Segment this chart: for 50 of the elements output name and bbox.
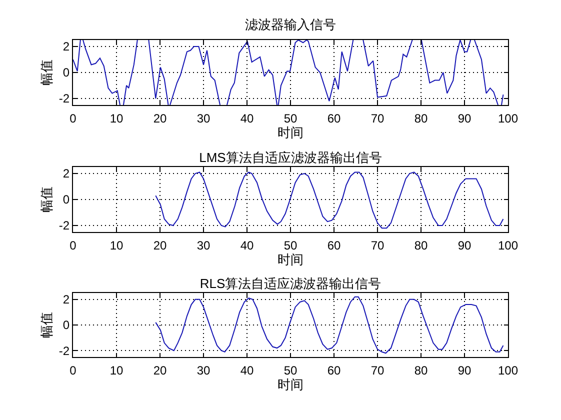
x-tick-label: 80 — [414, 238, 428, 252]
x-tick-label: 100 — [498, 111, 518, 126]
y-tick-label: 2 — [62, 40, 70, 54]
x-tick-label: 80 — [414, 363, 428, 378]
y-tick-label: 0 — [62, 66, 70, 80]
line-series — [155, 172, 504, 229]
x-tick-label: 10 — [110, 238, 124, 252]
x-tick-label: 50 — [284, 238, 298, 252]
x-axis-title: 时间 — [278, 252, 304, 267]
x-axis-title: 时间 — [278, 377, 304, 392]
x-tick-label: 90 — [458, 238, 472, 252]
x-tick-label: 60 — [327, 111, 341, 126]
x-tick-label: 20 — [153, 238, 167, 252]
x-tick-label: 10 — [110, 111, 124, 126]
y-tick-label: 2 — [62, 166, 70, 181]
x-tick-label: 40 — [240, 111, 254, 126]
x-tick-label: 100 — [498, 363, 518, 378]
x-tick-label: 90 — [458, 363, 472, 378]
y-tick-label: -2 — [58, 344, 70, 358]
y-tick-label: -2 — [58, 218, 70, 233]
x-tick-label: 50 — [284, 363, 298, 378]
y-tick-label: 0 — [62, 192, 70, 207]
x-tick-label: 10 — [110, 363, 124, 378]
x-tick-label: 30 — [196, 238, 210, 252]
x-tick-label: 30 — [196, 363, 210, 378]
y-axis-title: 幅值 — [38, 312, 54, 338]
x-axis-title: 时间 — [278, 125, 304, 140]
x-tick-label: 70 — [370, 363, 384, 378]
x-tick-label: 20 — [153, 111, 167, 126]
line-series — [155, 296, 504, 354]
y-axis-title: 幅值 — [38, 186, 54, 212]
chart-title: 滤波器输入信号 — [245, 17, 336, 32]
x-tick-label: 40 — [240, 363, 254, 378]
chart-title: LMS算法自适应滤波器输出信号 — [199, 150, 382, 165]
y-tick-label: -2 — [58, 92, 70, 106]
x-tick-label: 50 — [284, 111, 298, 126]
x-tick-label: 60 — [327, 238, 341, 252]
x-tick-label: 20 — [153, 363, 167, 378]
y-axis-title: 幅值 — [38, 60, 54, 86]
x-tick-label: 30 — [196, 111, 210, 126]
x-tick-label: 90 — [458, 111, 472, 126]
x-tick-label: 70 — [370, 238, 384, 252]
y-tick-label: 2 — [62, 292, 70, 307]
x-tick-label: 60 — [327, 363, 341, 378]
y-tick-label: 0 — [62, 318, 70, 332]
x-tick-label: 40 — [240, 238, 254, 252]
x-tick-label: 100 — [498, 238, 518, 252]
x-tick-label: 70 — [370, 111, 384, 126]
chart-title: RLS算法自适应滤波器输出信号 — [200, 276, 382, 291]
x-tick-label: 80 — [414, 111, 428, 126]
